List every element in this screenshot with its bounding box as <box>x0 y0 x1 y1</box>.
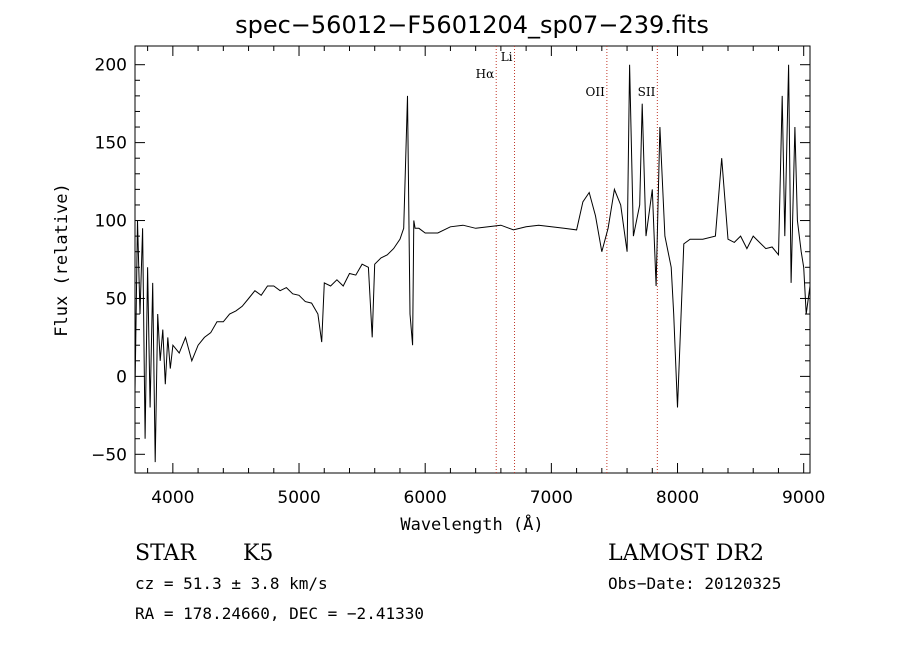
info-panel: STAR K5 LAMOST DR2 cz = 51.3 ± 3.8 km/s … <box>135 541 781 623</box>
y-tick-label: −50 <box>91 445 127 465</box>
x-tick-label: 6000 <box>404 488 447 508</box>
y-tick-label: 100 <box>95 212 127 232</box>
y-tick-label: 50 <box>105 289 127 309</box>
y-tick-label: 200 <box>95 56 127 76</box>
reference-line-label: Hα <box>476 67 495 81</box>
plot-border <box>134 45 811 474</box>
reference-lines <box>495 46 658 473</box>
y-axis-ticks: −50 0 50 100 150 200 <box>91 56 810 465</box>
reference-line-labels: Hα Li OII SII <box>476 50 656 99</box>
reference-line-label: OII <box>586 85 606 99</box>
x-axis-label: Wavelength (Å) <box>400 513 543 535</box>
reference-line-label: SII <box>638 85 656 99</box>
object-subclass: K5 <box>243 541 273 566</box>
x-tick-label: 4000 <box>151 488 194 508</box>
x-tick-label: 8000 <box>656 488 699 508</box>
x-axis-ticks: 4000 5000 6000 7000 8000 9000 <box>147 46 825 508</box>
x-tick-label: 7000 <box>530 488 573 508</box>
object-class: STAR <box>135 541 197 566</box>
redshift-text: cz = 51.3 ± 3.8 km/s <box>135 574 328 593</box>
x-tick-label: 9000 <box>782 488 825 508</box>
survey-name: LAMOST DR2 <box>608 541 764 566</box>
y-axis-label: Flux (relative) <box>52 183 72 337</box>
y-tick-label: 150 <box>95 134 127 154</box>
reference-line-label: Li <box>501 50 513 64</box>
obs-date-text: Obs−Date: 20120325 <box>608 574 781 593</box>
chart-title: spec−56012−F5601204_sp07−239.fits <box>235 11 709 39</box>
y-tick-label: 0 <box>116 367 127 387</box>
coordinates-text: RA = 178.24660, DEC = −2.41330 <box>135 604 424 623</box>
spectrum-series-line <box>134 64 811 463</box>
x-tick-label: 5000 <box>277 488 320 508</box>
plot-frame <box>134 45 811 474</box>
